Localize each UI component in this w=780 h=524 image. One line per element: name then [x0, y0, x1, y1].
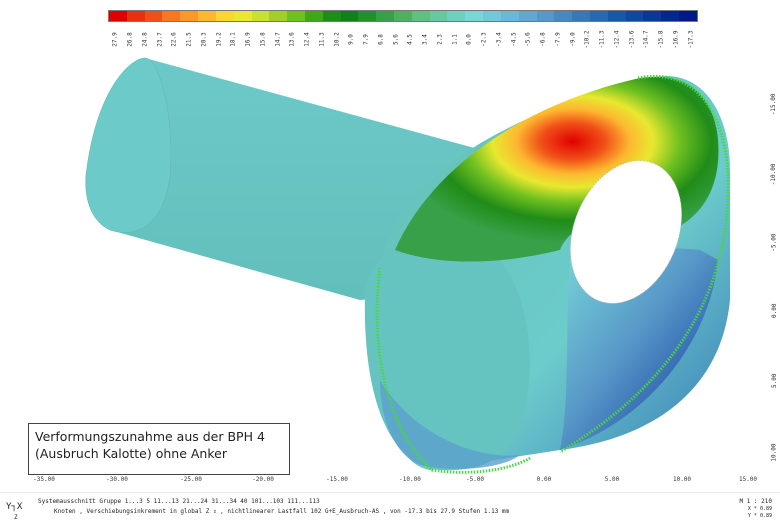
legend-swatch	[483, 11, 501, 21]
legend-swatch	[251, 11, 270, 21]
axis-orientation-z: Z	[14, 514, 18, 521]
legend-swatch	[679, 11, 697, 21]
legend-swatch	[358, 11, 377, 21]
legend-swatch	[607, 11, 626, 21]
footer-loadcase-line: Knoten , Verschiebungsinkrement in globa…	[54, 508, 510, 515]
axis-orientation-icon: Y┐X	[6, 502, 23, 512]
y-scale-label: Y * 0.89	[747, 513, 772, 519]
legend-swatch	[180, 11, 199, 21]
footer-divider	[0, 492, 780, 493]
annotation-box: Verformungszunahme aus der BPH 4 (Ausbru…	[28, 423, 290, 475]
bottom-axis-tick: -20.00	[252, 476, 274, 483]
legend-swatch	[394, 11, 412, 21]
legend-swatch	[536, 11, 555, 21]
legend-swatch	[411, 11, 430, 21]
annotation-line-1: Verformungszunahme aus der BPH 4	[35, 429, 265, 444]
bottom-axis-tick: -35.00	[33, 476, 55, 483]
bottom-axis-tick: 0.00	[536, 476, 552, 483]
legend-swatch	[233, 11, 252, 21]
right-axis: -15.00 -10.00 -5.00 0.00 5.00 10.00	[754, 40, 780, 462]
legend-swatch	[447, 11, 466, 21]
bottom-axis-tick: -30.00	[106, 476, 128, 483]
excavation-opening	[569, 160, 683, 304]
legend-swatch	[340, 11, 359, 21]
legend-swatch	[126, 11, 145, 21]
legend-swatch	[518, 11, 537, 21]
legend-swatch	[589, 11, 608, 21]
bottom-axis-tick: 10.00	[672, 476, 692, 483]
bottom-axis-tick: -5.00	[465, 476, 485, 483]
legend-swatch	[661, 11, 679, 21]
x-scale-label: X * 0.89	[747, 506, 772, 512]
right-axis-tick: 5.00	[770, 373, 778, 388]
right-axis-tick: -15.00	[770, 93, 778, 116]
legend-swatch	[625, 11, 644, 21]
legend-swatch	[322, 11, 341, 21]
bottom-axis-tick: -25.00	[180, 476, 202, 483]
legend-swatch	[554, 11, 573, 21]
bottom-axis-tick: 15.00	[738, 476, 758, 483]
bottom-axis: -35.00 -30.00 -25.00 -20.00 -15.00 -10.0…	[20, 476, 760, 486]
legend-swatch	[215, 11, 234, 21]
legend-swatch	[144, 11, 163, 21]
right-axis-tick: 10.00	[770, 443, 778, 462]
legend-swatch	[304, 11, 323, 21]
legend-swatch	[643, 11, 662, 21]
scale-label: M 1 : 210	[739, 498, 772, 505]
bottom-axis-tick: -15.00	[326, 476, 348, 483]
footer-system-line: Systemausschnitt Gruppe 1...3 5 11...13 …	[38, 498, 320, 505]
right-axis-tick: -10.00	[770, 163, 778, 186]
bottom-axis-tick: -10.00	[399, 476, 421, 483]
legend-swatch	[162, 11, 181, 21]
legend-swatch	[198, 11, 216, 21]
bottom-axis-tick: 5.00	[604, 476, 620, 483]
color-legend-bar	[108, 10, 698, 22]
right-axis-tick: 0.00	[770, 303, 778, 318]
legend-swatch	[500, 11, 519, 21]
annotation-line-2: (Ausbruch Kalotte) ohne Anker	[35, 446, 227, 461]
legend-swatch	[465, 11, 484, 21]
legend-swatch	[269, 11, 288, 21]
legend-swatch	[376, 11, 394, 21]
footer-info: Y┐X Z Systemausschnitt Gruppe 1...3 5 11…	[0, 496, 780, 524]
right-axis-tick: -5.00	[770, 233, 778, 252]
legend-swatch	[109, 11, 127, 21]
legend-swatch	[287, 11, 305, 21]
legend-swatch	[572, 11, 590, 21]
legend-swatch	[429, 11, 448, 21]
